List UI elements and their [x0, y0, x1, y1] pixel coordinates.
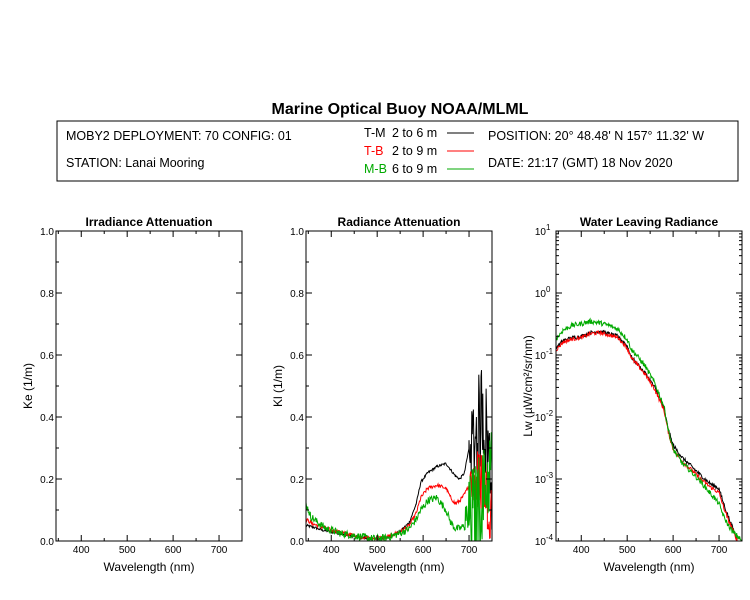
x-tick-label-ke: 400	[73, 545, 90, 556]
legend-key-mb: M-B	[364, 162, 387, 176]
x-axis-label-ke: Wavelength (nm)	[104, 560, 195, 574]
y-axis-label-ke: Ke (1/m)	[21, 363, 35, 409]
legend-key-tb: T-B	[364, 144, 383, 158]
y-tick-exponent-lw: 1	[546, 223, 551, 232]
y-tick-label-kl: 1.0	[290, 227, 304, 238]
x-tick-label-lw: 700	[711, 545, 728, 556]
x-axis-label-lw: Wavelength (nm)	[604, 560, 695, 574]
date-text: DATE: 21:17 (GMT) 18 Nov 2020	[488, 156, 673, 170]
series-line-lw-tb	[556, 329, 738, 541]
y-axis-label-kl: Kl (1/m)	[271, 365, 285, 407]
position-text: POSITION: 20° 48.48' N 157° 11.32' W	[488, 129, 704, 143]
series-line-lw-mb	[556, 317, 742, 541]
y-tick-label-lw: 10	[535, 475, 547, 486]
series-group-kl	[306, 370, 492, 541]
y-tick-label-ke: 1.0	[40, 227, 54, 238]
y-tick-label-ke: 0.4	[40, 413, 54, 424]
x-tick-label-lw: 400	[573, 545, 590, 556]
y-tick-exponent-lw: -4	[546, 533, 554, 542]
legend-range-tb: 2 to 9 m	[392, 144, 437, 158]
info-box-frame	[56, 120, 739, 182]
x-tick-label-kl: 400	[323, 545, 340, 556]
series-line-lw-tm	[556, 329, 738, 541]
x-tick-label-kl: 600	[415, 545, 432, 556]
panel-title-ke: Irradiance Attenuation	[86, 215, 213, 229]
y-tick-label-kl: 0.8	[290, 289, 304, 300]
y-tick-label-lw: 10	[535, 351, 547, 362]
series-group-lw	[556, 317, 742, 541]
y-tick-label-kl: 0.0	[290, 537, 304, 548]
panel-title-kl: Radiance Attenuation	[338, 215, 461, 229]
y-tick-label-ke: 0.6	[40, 351, 54, 362]
x-tick-label-lw: 500	[619, 545, 636, 556]
x-tick-label-lw: 600	[665, 545, 682, 556]
plot-frame-lw	[555, 230, 743, 542]
x-tick-label-ke: 500	[119, 545, 136, 556]
y-tick-label-kl: 0.6	[290, 351, 304, 362]
figure-title: Marine Optical Buoy NOAA/MLML	[272, 101, 529, 118]
irradiance-attenuation-panel: Irradiance Attenuation 400 500 600 700 0.0 0.2…	[21, 215, 243, 574]
y-tick-label-ke: 0.2	[40, 475, 54, 486]
y-tick-label-lw: 10	[535, 537, 547, 548]
y-tick-label-kl: 0.2	[290, 475, 304, 486]
radiance-attenuation-panel: Radiance Attenuation 400 500 600 700 0.0 0.2 0.…	[271, 215, 493, 574]
series-line-kl-tm	[306, 370, 492, 541]
x-axis-label-kl: Wavelength (nm)	[354, 560, 445, 574]
y-tick-label-kl: 0.4	[290, 413, 304, 424]
plot-frame-ke	[55, 230, 243, 542]
y-tick-exponent-lw: -1	[546, 347, 554, 356]
legend-key-tm: T-M	[364, 126, 386, 140]
y-tick-exponent-lw: -3	[546, 471, 554, 480]
x-tick-label-ke: 600	[165, 545, 182, 556]
series-line-kl-mb	[306, 432, 492, 541]
legend-range-tm: 2 to 6 m	[392, 126, 437, 140]
y-axis-label-lw: Lw (µW/cm²/sr/nm)	[521, 335, 535, 437]
y-tick-label-lw: 10	[535, 227, 547, 238]
info-box: MOBY2 DEPLOYMENT: 70 CONFIG: 01 STATION:…	[56, 120, 739, 182]
y-tick-label-ke: 0.0	[40, 537, 54, 548]
x-tick-label-kl: 500	[369, 545, 386, 556]
y-tick-exponent-lw: 0	[546, 285, 551, 294]
station-text: STATION: Lanai Mooring	[66, 156, 205, 170]
deployment-text: MOBY2 DEPLOYMENT: 70 CONFIG: 01	[66, 129, 292, 143]
y-tick-label-ke: 0.8	[40, 289, 54, 300]
legend-range-mb: 6 to 9 m	[392, 162, 437, 176]
x-tick-label-kl: 700	[461, 545, 478, 556]
y-tick-label-lw: 10	[535, 413, 547, 424]
y-tick-label-lw: 10	[535, 289, 547, 300]
panel-title-lw: Water Leaving Radiance	[580, 215, 719, 229]
x-tick-label-ke: 700	[211, 545, 228, 556]
y-tick-exponent-lw: -2	[546, 409, 554, 418]
